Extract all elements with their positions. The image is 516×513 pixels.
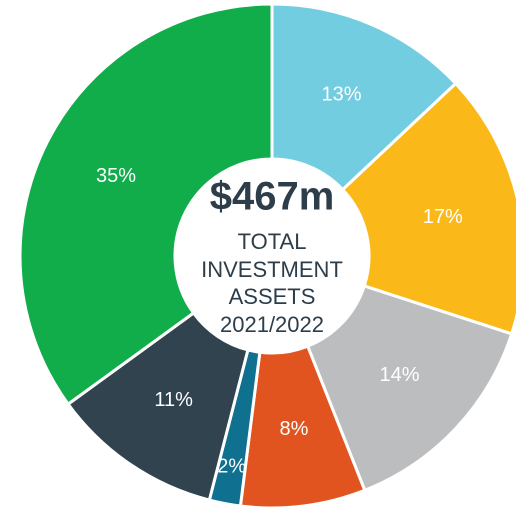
value-label: 17% xyxy=(423,206,463,228)
value-label: 14% xyxy=(380,364,420,386)
value-label: 8% xyxy=(279,418,308,440)
value-label: 13% xyxy=(321,84,361,106)
donut-hole xyxy=(175,159,369,353)
center-line: INVESTMENT xyxy=(201,257,343,282)
value-label: 2% xyxy=(217,455,246,477)
center-title: $467m xyxy=(210,175,335,219)
center-line: 2021/2022 xyxy=(220,312,324,337)
center-line: ASSETS xyxy=(229,284,316,309)
slices xyxy=(18,2,516,510)
value-label: 35% xyxy=(96,165,136,187)
value-label: 11% xyxy=(154,389,193,411)
center-line: TOTAL xyxy=(238,229,307,254)
